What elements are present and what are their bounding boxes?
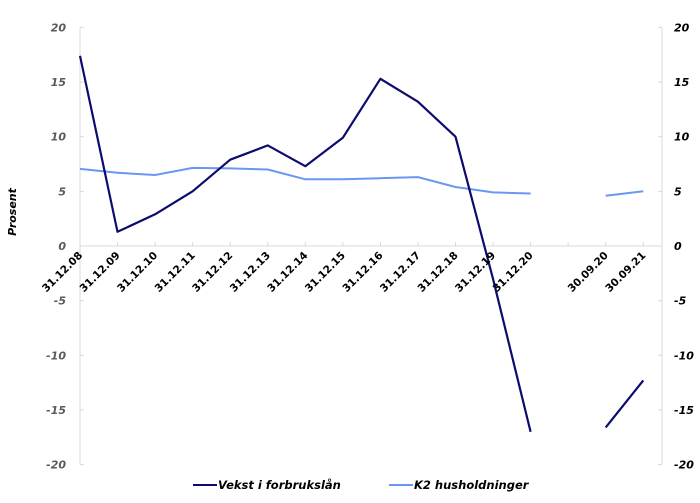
x-tick-label: 31.12.20 — [491, 250, 536, 295]
y-tick-label: 20 — [51, 21, 67, 34]
y2-tick-label: -15 — [674, 404, 694, 417]
y2-tick-label: 10 — [674, 131, 690, 144]
x-tick-label: 30.09.21 — [603, 250, 648, 295]
y-axis-title: Prosent — [6, 187, 19, 236]
y-tick-label: -15 — [46, 404, 66, 417]
y-tick-label: -10 — [46, 349, 66, 362]
y2-tick-label: 20 — [674, 21, 690, 34]
y2-tick-label: 0 — [674, 240, 682, 253]
legend-label: Vekst i forbrukslån — [218, 478, 341, 492]
legend-swatch-icon — [389, 484, 413, 486]
y-tick-label: -20 — [46, 459, 66, 472]
y2-tick-label: 5 — [674, 185, 682, 198]
series-k2-husholdninger — [79, 166, 531, 195]
series-lines — [78, 55, 645, 433]
y-tick-label: 15 — [51, 76, 67, 89]
y2-tick-label: -20 — [674, 459, 694, 472]
legend-swatch-icon — [193, 484, 217, 486]
y-tick-label: 0 — [58, 240, 66, 253]
y2-tick-label: -5 — [674, 295, 687, 308]
y2-tick-label: 15 — [674, 76, 690, 89]
series-vekst-i-forbrukslan — [78, 55, 532, 433]
series-k2-husholdninger — [605, 190, 644, 197]
y2-tick-label: -10 — [674, 349, 694, 362]
y-tick-label: -5 — [54, 295, 67, 308]
legend: Vekst i forbrukslån K2 husholdninger — [0, 478, 700, 498]
legend-item-vekst-i-forbrukslan: Vekst i forbrukslån — [193, 478, 341, 492]
series-vekst-i-forbrukslan — [604, 379, 645, 429]
axes — [79, 26, 663, 466]
y-tick-label: 5 — [58, 185, 66, 198]
legend-item-k2-husholdninger: K2 husholdninger — [389, 478, 528, 492]
y-tick-label: 10 — [51, 131, 67, 144]
legend-label: K2 husholdninger — [414, 478, 529, 492]
